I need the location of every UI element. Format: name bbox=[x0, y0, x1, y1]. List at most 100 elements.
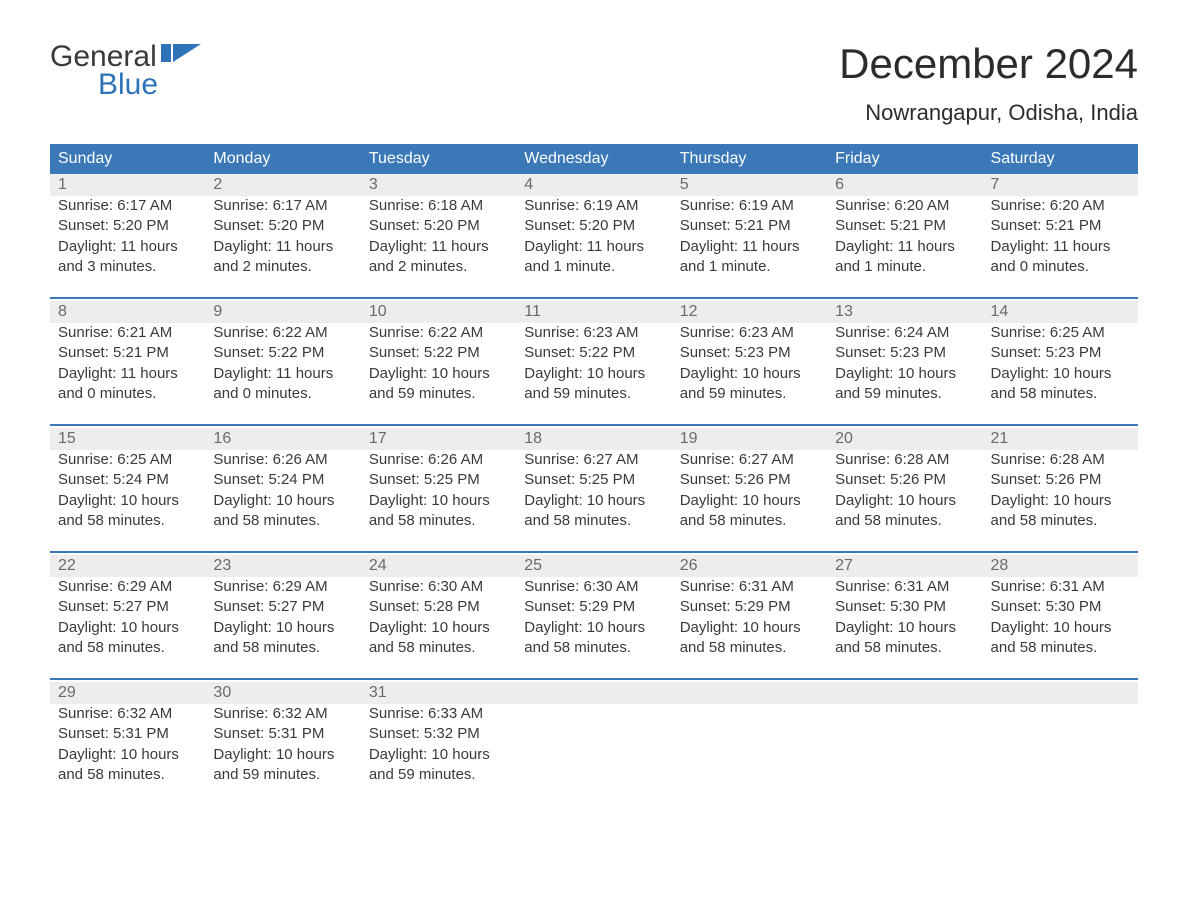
sunrise-text: Sunrise: 6:20 AM bbox=[991, 196, 1130, 216]
sunset-text: Sunset: 5:26 PM bbox=[991, 470, 1130, 490]
dl1-text: Daylight: 10 hours bbox=[369, 491, 508, 511]
day-number: 7 bbox=[983, 174, 1138, 196]
weekday-header: Saturday bbox=[983, 144, 1138, 174]
dl1-text: Daylight: 10 hours bbox=[369, 618, 508, 638]
dl1-text: Daylight: 10 hours bbox=[369, 364, 508, 384]
dl2-text: and 59 minutes. bbox=[369, 384, 508, 404]
sunrise-text: Sunrise: 6:30 AM bbox=[524, 577, 663, 597]
day-cell: Sunrise: 6:25 AMSunset: 5:23 PMDaylight:… bbox=[983, 323, 1138, 425]
sunrise-text: Sunrise: 6:25 AM bbox=[58, 450, 197, 470]
day-number: 22 bbox=[50, 555, 205, 577]
day-cell: Sunrise: 6:17 AMSunset: 5:20 PMDaylight:… bbox=[50, 196, 205, 298]
day-number-row: 22232425262728 bbox=[50, 555, 1138, 577]
sunrise-text: Sunrise: 6:31 AM bbox=[991, 577, 1130, 597]
dl2-text: and 59 minutes. bbox=[524, 384, 663, 404]
day-number: 20 bbox=[827, 428, 982, 450]
day-number bbox=[672, 682, 827, 704]
dl2-text: and 59 minutes. bbox=[680, 384, 819, 404]
sunset-text: Sunset: 5:29 PM bbox=[680, 597, 819, 617]
day-number: 23 bbox=[205, 555, 360, 577]
sunset-text: Sunset: 5:22 PM bbox=[213, 343, 352, 363]
sunset-text: Sunset: 5:21 PM bbox=[58, 343, 197, 363]
day-number: 26 bbox=[672, 555, 827, 577]
day-cell: Sunrise: 6:24 AMSunset: 5:23 PMDaylight:… bbox=[827, 323, 982, 425]
dl2-text: and 0 minutes. bbox=[213, 384, 352, 404]
day-content-row: Sunrise: 6:17 AMSunset: 5:20 PMDaylight:… bbox=[50, 196, 1138, 298]
dl1-text: Daylight: 11 hours bbox=[680, 237, 819, 257]
day-number: 11 bbox=[516, 301, 671, 323]
dl1-text: Daylight: 11 hours bbox=[991, 237, 1130, 257]
sunset-text: Sunset: 5:25 PM bbox=[524, 470, 663, 490]
day-number: 6 bbox=[827, 174, 982, 196]
page: General Blue December 2024 Nowrangapur, … bbox=[0, 0, 1188, 918]
title-block: December 2024 Nowrangapur, Odisha, India bbox=[839, 40, 1138, 126]
dl1-text: Daylight: 11 hours bbox=[524, 237, 663, 257]
sunset-text: Sunset: 5:21 PM bbox=[991, 216, 1130, 236]
sunset-text: Sunset: 5:31 PM bbox=[58, 724, 197, 744]
day-number: 19 bbox=[672, 428, 827, 450]
day-cell: Sunrise: 6:23 AMSunset: 5:23 PMDaylight:… bbox=[672, 323, 827, 425]
weekday-header: Friday bbox=[827, 144, 982, 174]
dl1-text: Daylight: 10 hours bbox=[213, 491, 352, 511]
weekday-header: Wednesday bbox=[516, 144, 671, 174]
sunrise-text: Sunrise: 6:22 AM bbox=[213, 323, 352, 343]
day-cell: Sunrise: 6:29 AMSunset: 5:27 PMDaylight:… bbox=[50, 577, 205, 679]
dl1-text: Daylight: 10 hours bbox=[524, 491, 663, 511]
sunrise-text: Sunrise: 6:23 AM bbox=[524, 323, 663, 343]
day-number bbox=[516, 682, 671, 704]
dl2-text: and 58 minutes. bbox=[680, 511, 819, 531]
dl2-text: and 0 minutes. bbox=[991, 257, 1130, 277]
dl2-text: and 59 minutes. bbox=[835, 384, 974, 404]
dl1-text: Daylight: 10 hours bbox=[680, 364, 819, 384]
dl1-text: Daylight: 10 hours bbox=[58, 618, 197, 638]
sunset-text: Sunset: 5:27 PM bbox=[58, 597, 197, 617]
dl1-text: Daylight: 11 hours bbox=[213, 237, 352, 257]
sunset-text: Sunset: 5:28 PM bbox=[369, 597, 508, 617]
day-number bbox=[983, 682, 1138, 704]
dl2-text: and 58 minutes. bbox=[369, 638, 508, 658]
sunset-text: Sunset: 5:20 PM bbox=[213, 216, 352, 236]
sunset-text: Sunset: 5:20 PM bbox=[524, 216, 663, 236]
day-cell: Sunrise: 6:23 AMSunset: 5:22 PMDaylight:… bbox=[516, 323, 671, 425]
dl2-text: and 59 minutes. bbox=[213, 765, 352, 785]
day-cell: Sunrise: 6:31 AMSunset: 5:30 PMDaylight:… bbox=[983, 577, 1138, 679]
dl2-text: and 1 minute. bbox=[524, 257, 663, 277]
dl1-text: Daylight: 10 hours bbox=[524, 618, 663, 638]
dl2-text: and 58 minutes. bbox=[58, 765, 197, 785]
sunrise-text: Sunrise: 6:26 AM bbox=[369, 450, 508, 470]
dl1-text: Daylight: 11 hours bbox=[58, 237, 197, 257]
dl2-text: and 1 minute. bbox=[835, 257, 974, 277]
day-cell: Sunrise: 6:28 AMSunset: 5:26 PMDaylight:… bbox=[983, 450, 1138, 552]
day-number: 8 bbox=[50, 301, 205, 323]
day-cell: Sunrise: 6:27 AMSunset: 5:25 PMDaylight:… bbox=[516, 450, 671, 552]
day-number: 9 bbox=[205, 301, 360, 323]
dl1-text: Daylight: 10 hours bbox=[835, 618, 974, 638]
sunrise-text: Sunrise: 6:26 AM bbox=[213, 450, 352, 470]
day-cell: Sunrise: 6:31 AMSunset: 5:30 PMDaylight:… bbox=[827, 577, 982, 679]
dl1-text: Daylight: 10 hours bbox=[58, 491, 197, 511]
dl1-text: Daylight: 10 hours bbox=[991, 618, 1130, 638]
sunset-text: Sunset: 5:24 PM bbox=[58, 470, 197, 490]
sunrise-text: Sunrise: 6:28 AM bbox=[991, 450, 1130, 470]
sunset-text: Sunset: 5:26 PM bbox=[680, 470, 819, 490]
day-cell: Sunrise: 6:20 AMSunset: 5:21 PMDaylight:… bbox=[983, 196, 1138, 298]
dl1-text: Daylight: 10 hours bbox=[680, 618, 819, 638]
sunset-text: Sunset: 5:27 PM bbox=[213, 597, 352, 617]
sunset-text: Sunset: 5:21 PM bbox=[680, 216, 819, 236]
header: General Blue December 2024 Nowrangapur, … bbox=[50, 40, 1138, 126]
dl2-text: and 58 minutes. bbox=[524, 511, 663, 531]
day-number: 18 bbox=[516, 428, 671, 450]
page-title: December 2024 bbox=[839, 40, 1138, 88]
sunset-text: Sunset: 5:20 PM bbox=[58, 216, 197, 236]
day-number: 1 bbox=[50, 174, 205, 196]
sunset-text: Sunset: 5:25 PM bbox=[369, 470, 508, 490]
sunrise-text: Sunrise: 6:21 AM bbox=[58, 323, 197, 343]
day-number: 12 bbox=[672, 301, 827, 323]
day-cell: Sunrise: 6:27 AMSunset: 5:26 PMDaylight:… bbox=[672, 450, 827, 552]
dl2-text: and 2 minutes. bbox=[369, 257, 508, 277]
day-cell: Sunrise: 6:26 AMSunset: 5:25 PMDaylight:… bbox=[361, 450, 516, 552]
day-cell: Sunrise: 6:28 AMSunset: 5:26 PMDaylight:… bbox=[827, 450, 982, 552]
day-number: 2 bbox=[205, 174, 360, 196]
dl2-text: and 58 minutes. bbox=[835, 638, 974, 658]
day-number-row: 15161718192021 bbox=[50, 428, 1138, 450]
